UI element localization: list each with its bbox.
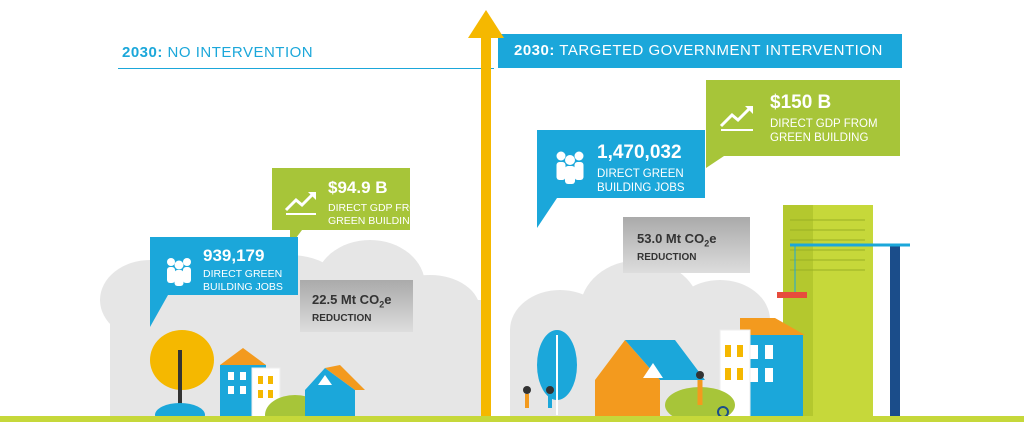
co2-sub-left: 2	[379, 299, 385, 310]
left-town-illustration	[150, 330, 365, 420]
jobs-value-right: 1,470,032	[597, 142, 682, 163]
header-left-title: NO INTERVENTION	[167, 44, 314, 61]
gdp-label-left-2: GREEN BUILDING	[328, 215, 418, 227]
gdp-label-right-1: DIRECT GDP FROM	[770, 118, 878, 130]
gdp-value-right: $150 B	[770, 92, 832, 113]
jobs-label-left-2: BUILDING JOBS	[203, 281, 283, 293]
jobs-label-right-1: DIRECT GREEN	[597, 168, 684, 180]
jobs-label-right-2: BUILDING JOBS	[597, 182, 685, 194]
gdp-callout-shape-left	[272, 168, 410, 246]
gdp-value-left: $94.9 B	[328, 178, 388, 197]
co2-value-left: 22.5 Mt CO2e	[312, 292, 413, 310]
header-right-bar	[498, 34, 902, 68]
ground-line	[0, 416, 1024, 422]
co2-label-left: REDUCTION	[312, 312, 372, 324]
gdp-label-right-2: GREEN BUILDING	[770, 132, 869, 144]
right-city-illustration	[523, 205, 910, 420]
people-icon-left	[163, 256, 195, 291]
people-icon-right	[552, 150, 588, 189]
trend-up-icon-right	[719, 104, 755, 137]
trend-up-icon	[284, 190, 318, 221]
jobs-callout-left: 939,179 DIRECT GREEN BUILDING JOBS	[203, 246, 283, 294]
header-right-title: TARGETED GOVERNMENT INTERVENTION	[559, 42, 883, 59]
header-targeted-intervention: 2030: TARGETED GOVERNMENT INTERVENTION	[514, 42, 883, 59]
growth-arrow	[468, 10, 504, 418]
co2-value-left-main: 22.5 Mt CO	[312, 292, 380, 307]
header-no-intervention: 2030: NO INTERVENTION	[122, 44, 313, 61]
gdp-callout-right: $150 B DIRECT GDP FROM GREEN BUILDING	[770, 92, 878, 145]
header-right-year: 2030:	[514, 42, 555, 59]
co2-callout-left: 22.5 Mt CO2e REDUCTION	[300, 280, 413, 332]
co2-sub-right: 2	[704, 238, 710, 249]
co2-value-right-e: e	[709, 231, 717, 246]
jobs-callout-right: 1,470,032 DIRECT GREEN BUILDING JOBS	[597, 142, 685, 195]
gdp-label-left-1: DIRECT GDP FROM	[328, 202, 427, 214]
jobs-value-left: 939,179	[203, 246, 265, 265]
gdp-callout-shape-right	[706, 80, 900, 168]
co2-value-right-main: 53.0 Mt CO	[637, 231, 705, 246]
co2-label-right: REDUCTION	[637, 251, 697, 263]
jobs-label-left-1: DIRECT GREEN	[203, 268, 283, 280]
co2-callout-right: 53.0 Mt CO2e REDUCTION	[623, 217, 750, 273]
header-left-underline	[118, 68, 494, 69]
co2-value-left-e: e	[384, 292, 392, 307]
co2-value-right: 53.0 Mt CO2e	[637, 231, 750, 249]
gdp-callout-left: $94.9 B DIRECT GDP FROM GREEN BUILDING	[328, 178, 426, 228]
header-left-year: 2030:	[122, 44, 163, 61]
